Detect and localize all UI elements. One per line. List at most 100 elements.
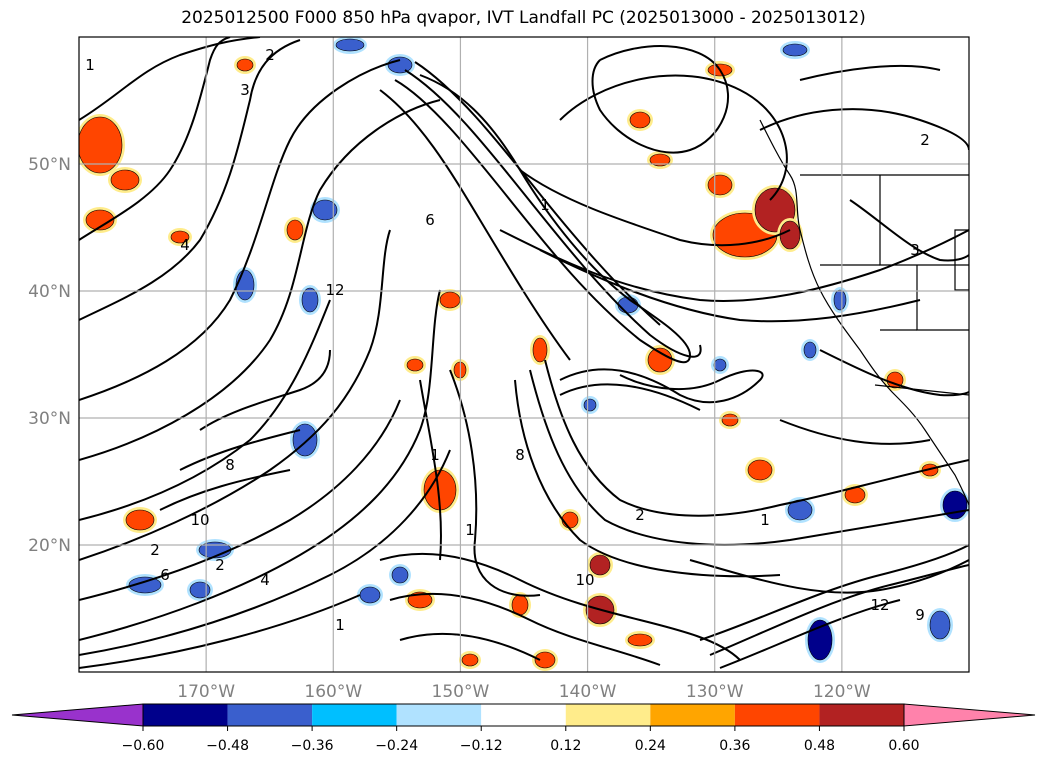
colorbar-tick-label: −0.12 xyxy=(460,738,503,754)
shading-blob xyxy=(387,56,413,74)
shading-blob xyxy=(647,347,673,373)
shading-blob xyxy=(301,287,319,313)
shading-blob xyxy=(929,610,951,640)
map-title: 2025012500 F000 850 hPa qvapor, IVT Land… xyxy=(181,8,866,28)
shading-blob xyxy=(189,581,211,599)
contour-label: 2 xyxy=(215,556,225,574)
contour-label: 1 xyxy=(465,521,475,539)
coastline-layer xyxy=(759,119,969,506)
shading-blob xyxy=(235,269,255,301)
lat-tick-label: 30°N xyxy=(28,409,71,429)
lat-tick-label: 20°N xyxy=(28,536,71,556)
shading-blob xyxy=(803,341,817,359)
lon-tick-label: 150°W xyxy=(432,682,490,702)
shading-blob xyxy=(359,586,381,604)
shading-blob xyxy=(85,209,115,231)
shading-blob xyxy=(335,38,365,52)
shading-blob xyxy=(707,174,733,196)
contour-label: 3 xyxy=(910,241,920,259)
shading-blob xyxy=(391,566,409,584)
shading-blob xyxy=(779,220,801,250)
lon-tick-label: 170°W xyxy=(177,682,235,702)
shading-blob xyxy=(292,423,318,457)
colorbar-segment xyxy=(650,704,735,726)
colorbar-extend-low xyxy=(11,703,144,727)
shading-blob xyxy=(532,337,548,363)
contour-label: 3 xyxy=(240,81,250,99)
shading-blob xyxy=(170,230,190,244)
contour-layer xyxy=(79,37,969,669)
colorbar-segment xyxy=(312,704,397,726)
contour-label: 2 xyxy=(150,541,160,559)
shading-blob xyxy=(629,111,651,129)
shading-blob xyxy=(942,490,968,520)
contour-label: 2 xyxy=(920,131,930,149)
colorbar-segment xyxy=(565,704,651,726)
colorbar-segment xyxy=(734,704,820,726)
colorbar-tick-label: 0.36 xyxy=(719,738,750,754)
colorbar-tick-label: 0.24 xyxy=(635,738,666,754)
colorbar-tick-label: −0.48 xyxy=(206,738,249,754)
colorbar: −0.60 −0.48 −0.36 −0.24 −0.12 0.12 0.24 0.36 0.4… xyxy=(11,703,1036,754)
colorbar-segment xyxy=(227,704,313,726)
shading-blob xyxy=(439,291,461,309)
contour-label: 8 xyxy=(225,456,235,474)
colorbar-extend-high xyxy=(903,703,1036,727)
shading-blob xyxy=(236,58,254,72)
colorbar-segment xyxy=(819,704,904,726)
shading-blob xyxy=(534,651,556,669)
contour-label: 4 xyxy=(260,571,270,589)
shading-layer xyxy=(79,37,969,671)
longitude-axis: 170°W 160°W 150°W 140°W 130°W 120°W xyxy=(177,682,871,702)
lon-tick-label: 120°W xyxy=(813,682,871,702)
lat-tick-label: 40°N xyxy=(28,282,71,302)
contour-label: 1 xyxy=(335,616,345,634)
shading-blob xyxy=(461,653,479,667)
shading-blob xyxy=(128,576,162,594)
contour-label: 1 xyxy=(760,511,770,529)
contour-label: 8 xyxy=(515,446,525,464)
colorbar-segment xyxy=(143,704,228,726)
contour-label: 6 xyxy=(160,566,170,584)
colorbar-tick-label: −0.60 xyxy=(122,738,165,754)
contour-label: 10 xyxy=(575,571,594,589)
shading-blob xyxy=(561,511,579,529)
contour-label: 1 xyxy=(85,56,95,74)
lon-tick-label: 130°W xyxy=(686,682,744,702)
contour-label: 2 xyxy=(265,46,275,64)
colorbar-tick-label: 0.48 xyxy=(804,738,835,754)
graticule xyxy=(79,37,969,672)
shading-blob xyxy=(407,591,433,609)
contour-label: 1 xyxy=(540,196,550,214)
contour-label: 1 xyxy=(430,446,440,464)
colorbar-outline xyxy=(142,703,905,727)
colorbar-tick-label: −0.24 xyxy=(375,738,418,754)
contour-label: 12 xyxy=(325,281,344,299)
shading-blob xyxy=(79,116,123,174)
colorbar-tick-label: 0.60 xyxy=(888,738,919,754)
shading-blob xyxy=(125,509,155,531)
contour-label: 9 xyxy=(915,606,925,624)
shading-blob xyxy=(286,219,304,241)
shading-blob xyxy=(627,633,653,647)
lat-tick-label: 50°N xyxy=(28,155,71,175)
shading-blob xyxy=(721,413,739,427)
shading-blob xyxy=(110,169,140,191)
colorbar-segment xyxy=(396,704,482,726)
latitude-axis: 50°N 40°N 30°N 20°N xyxy=(28,155,71,556)
lon-tick-label: 140°W xyxy=(559,682,617,702)
contour-label: 6 xyxy=(425,211,435,229)
colorbar-tick-label: −0.36 xyxy=(291,738,334,754)
shading-blob xyxy=(649,153,671,167)
map-frame xyxy=(78,36,970,673)
colorbar-tick-label: 0.12 xyxy=(550,738,581,754)
shading-blob xyxy=(782,43,808,57)
contour-label: 10 xyxy=(190,511,209,529)
contour-label: 12 xyxy=(870,596,889,614)
contour-label: 4 xyxy=(180,236,190,254)
shading-blob xyxy=(833,289,847,311)
shading-blob xyxy=(312,199,338,221)
